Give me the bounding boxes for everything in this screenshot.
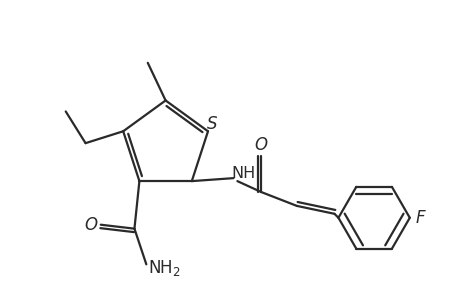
Text: NH: NH <box>231 166 255 181</box>
Text: F: F <box>415 209 425 227</box>
Text: O: O <box>84 216 97 234</box>
Text: O: O <box>254 136 267 154</box>
Text: NH$_2$: NH$_2$ <box>147 258 180 278</box>
Text: S: S <box>206 115 217 133</box>
